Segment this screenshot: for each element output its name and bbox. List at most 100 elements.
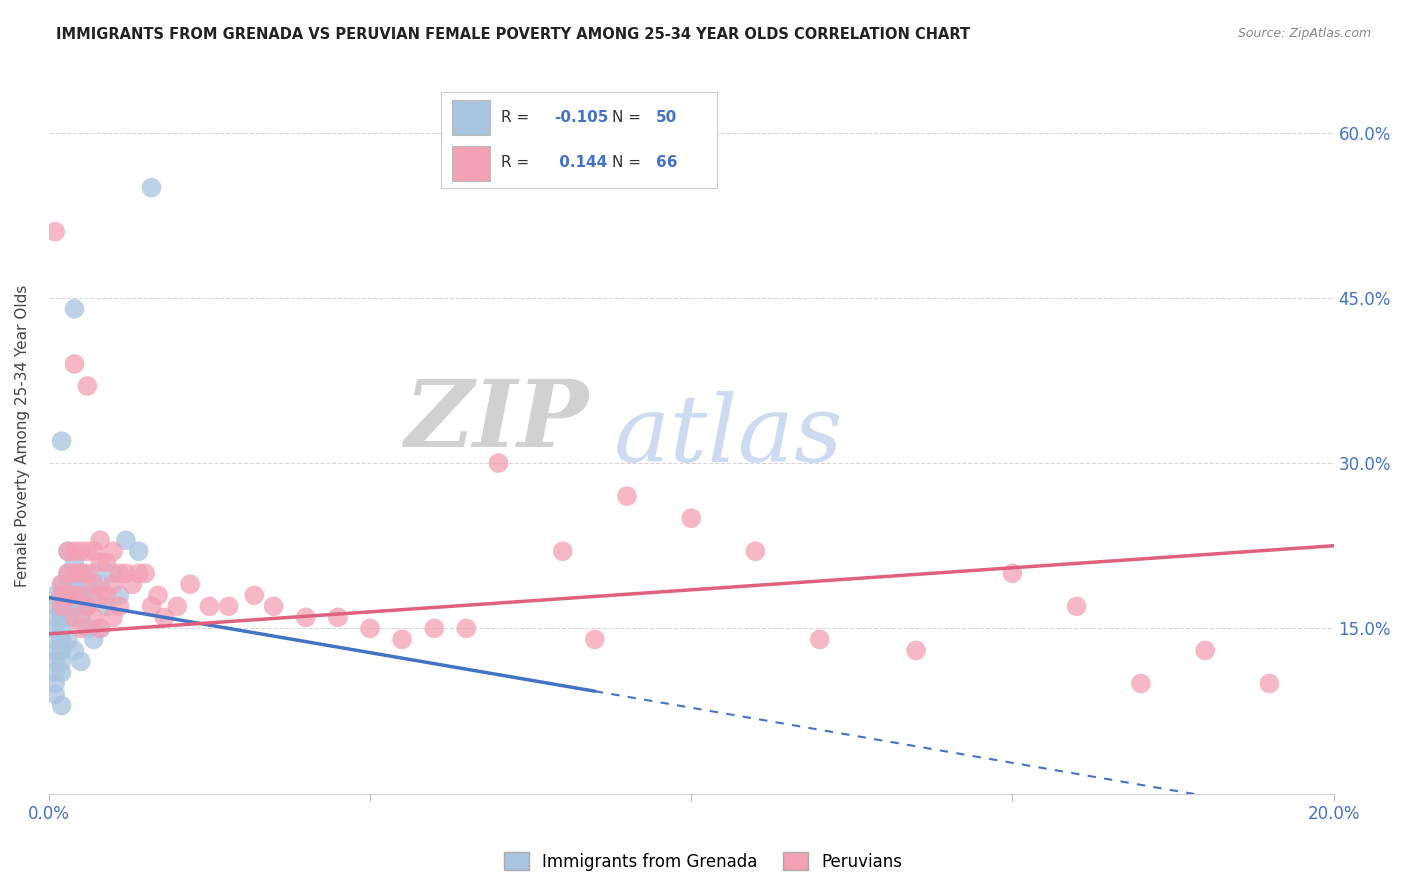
- Point: [63, 588, 86, 602]
- Point: [83, 577, 105, 591]
- Point: [76, 577, 98, 591]
- Point: [583, 632, 606, 647]
- Point: [115, 533, 138, 548]
- Point: [108, 566, 131, 581]
- Point: [96, 555, 118, 569]
- Text: atlas: atlas: [614, 391, 844, 481]
- Point: [56, 544, 79, 558]
- Point: [744, 544, 766, 558]
- Point: [51, 621, 73, 635]
- Point: [63, 610, 86, 624]
- Point: [51, 655, 73, 669]
- Point: [101, 544, 124, 558]
- Point: [326, 610, 349, 624]
- Point: [488, 456, 510, 470]
- Point: [294, 610, 316, 624]
- Point: [198, 599, 221, 614]
- Point: [51, 588, 73, 602]
- Point: [89, 533, 111, 548]
- Point: [70, 655, 93, 669]
- Point: [44, 588, 66, 602]
- Point: [70, 588, 93, 602]
- Point: [179, 577, 201, 591]
- Point: [141, 599, 163, 614]
- Point: [56, 544, 79, 558]
- Point: [616, 489, 638, 503]
- Point: [63, 643, 86, 657]
- Point: [44, 610, 66, 624]
- Point: [141, 180, 163, 194]
- Point: [96, 599, 118, 614]
- Point: [51, 577, 73, 591]
- Point: [56, 566, 79, 581]
- Point: [76, 599, 98, 614]
- Point: [56, 599, 79, 614]
- Point: [681, 511, 703, 525]
- Point: [243, 588, 266, 602]
- Point: [44, 688, 66, 702]
- Point: [808, 632, 831, 647]
- Point: [51, 434, 73, 448]
- Point: [89, 555, 111, 569]
- Point: [44, 665, 66, 680]
- Point: [89, 621, 111, 635]
- Point: [70, 621, 93, 635]
- Point: [1194, 643, 1216, 657]
- Point: [359, 621, 381, 635]
- Point: [76, 379, 98, 393]
- Point: [76, 599, 98, 614]
- Point: [551, 544, 574, 558]
- Point: [83, 566, 105, 581]
- Point: [51, 665, 73, 680]
- Point: [56, 610, 79, 624]
- Point: [423, 621, 446, 635]
- Point: [101, 566, 124, 581]
- Point: [391, 632, 413, 647]
- Point: [51, 577, 73, 591]
- Point: [1066, 599, 1088, 614]
- Point: [89, 577, 111, 591]
- Point: [44, 225, 66, 239]
- Text: IMMIGRANTS FROM GRENADA VS PERUVIAN FEMALE POVERTY AMONG 25-34 YEAR OLDS CORRELA: IMMIGRANTS FROM GRENADA VS PERUVIAN FEMA…: [56, 27, 970, 42]
- Point: [63, 544, 86, 558]
- Point: [70, 566, 93, 581]
- Point: [128, 544, 150, 558]
- Point: [51, 599, 73, 614]
- Point: [146, 588, 169, 602]
- Point: [83, 632, 105, 647]
- Point: [63, 555, 86, 569]
- Point: [96, 588, 118, 602]
- Point: [51, 632, 73, 647]
- Point: [115, 566, 138, 581]
- Point: [56, 632, 79, 647]
- Text: ZIP: ZIP: [404, 376, 588, 467]
- Point: [51, 698, 73, 713]
- Point: [166, 599, 188, 614]
- Point: [44, 599, 66, 614]
- Point: [101, 610, 124, 624]
- Point: [121, 577, 143, 591]
- Point: [70, 544, 93, 558]
- Point: [63, 577, 86, 591]
- Point: [51, 588, 73, 602]
- Point: [70, 610, 93, 624]
- Point: [101, 577, 124, 591]
- Point: [63, 301, 86, 316]
- Point: [56, 577, 79, 591]
- Point: [44, 621, 66, 635]
- Point: [70, 588, 93, 602]
- Point: [44, 643, 66, 657]
- Point: [108, 599, 131, 614]
- Point: [83, 610, 105, 624]
- Point: [63, 566, 86, 581]
- Point: [44, 632, 66, 647]
- Point: [1001, 566, 1024, 581]
- Point: [76, 566, 98, 581]
- Point: [89, 588, 111, 602]
- Point: [83, 588, 105, 602]
- Point: [56, 566, 79, 581]
- Point: [263, 599, 285, 614]
- Text: Source: ZipAtlas.com: Source: ZipAtlas.com: [1237, 27, 1371, 40]
- Point: [76, 621, 98, 635]
- Point: [153, 610, 176, 624]
